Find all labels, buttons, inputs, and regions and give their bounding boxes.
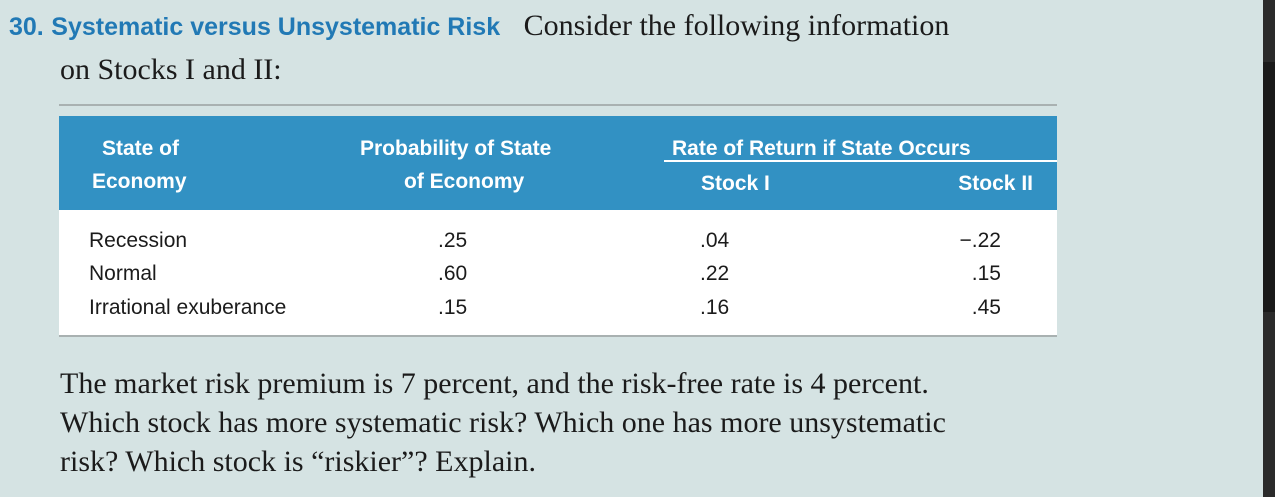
cell-state: Recession [89,229,188,252]
header-rate-group: Rate of Return if State Occurs [672,137,971,160]
table-row: Recession .25 .04 −.22 [59,229,1057,262]
header-prob-line1: Probability of State [360,137,552,160]
problem-intro-line1: Consider the following information [523,9,950,42]
header-state-line2: Economy [92,170,187,193]
table-row: Irrational exuberance .15 .16 .45 [59,296,1057,329]
cell-prob: .25 [438,229,468,252]
header-state-line1: State of [102,137,180,160]
table-bottom-rule [59,335,1057,337]
table-top-rule [59,104,1057,106]
problem-title: Systematic versus Unsystematic Risk [51,13,501,41]
header-stock2: Stock II [958,172,1033,195]
window-edge-strip [1263,0,1275,497]
header-group-rule [664,160,1057,162]
problem-intro-line2: on Stocks I and II: [60,53,282,86]
cell-prob: .15 [438,296,468,319]
table-header: State of Economy Probability of State of… [59,116,1057,210]
problem-heading: 30. Systematic versus Unsystematic Risk … [9,8,1109,45]
table-body: Recession .25 .04 −.22 Normal .60 .22 .1… [59,210,1057,336]
cell-stock2: .45 [971,296,1001,319]
header-stock1: Stock I [701,172,770,195]
cell-stock1: .16 [700,296,730,319]
question-text: The market risk premium is 7 percent, an… [60,364,1060,481]
cell-state: Normal [89,262,157,285]
problem-number: 30. [9,13,44,41]
question-line1: The market risk premium is 7 percent, an… [60,367,929,400]
cell-stock2: .15 [971,262,1001,285]
table-row: Normal .60 .22 .15 [59,262,1057,295]
cell-state: Irrational exuberance [89,296,287,319]
cell-prob: .60 [438,262,468,285]
cell-stock1: .22 [700,262,730,285]
question-line2: Which stock has more systematic risk? Wh… [60,406,946,439]
cell-stock1: .04 [700,229,730,252]
cell-stock2: −.22 [959,229,1001,252]
header-prob-line2: of Economy [404,170,525,193]
question-line3: risk? Which stock is “riskier”? Explain. [60,445,536,478]
returns-table: State of Economy Probability of State of… [59,116,1057,336]
